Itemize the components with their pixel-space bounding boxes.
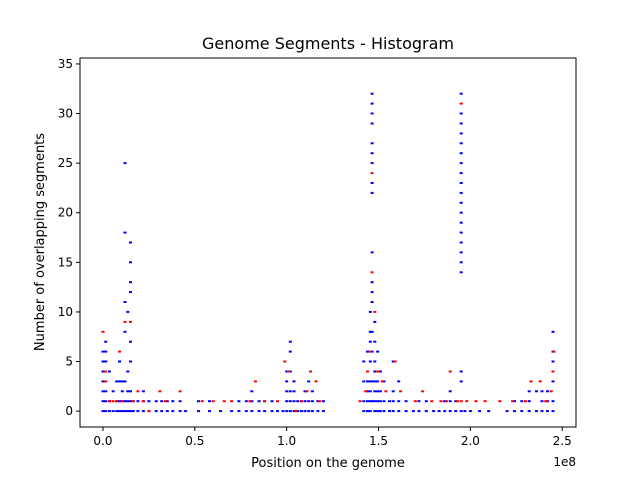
chart-title: Genome Segments - Histogram: [202, 34, 454, 53]
y-axis-label: Number of overlapping segments: [33, 133, 48, 351]
plot-frame: [79, 57, 577, 428]
y-tick-label: 30: [58, 107, 73, 121]
x-tick-label: 1.0: [277, 434, 296, 448]
x-axis-label: Position on the genome: [251, 456, 405, 471]
y-tick-label: 5: [65, 355, 73, 369]
y-tick-label: 25: [58, 156, 73, 170]
x-tick-label: 0.5: [185, 434, 204, 448]
x-tick-label: 2.5: [553, 434, 572, 448]
y-tick-label: 10: [58, 305, 73, 319]
y-tick-label: 35: [58, 57, 73, 71]
x-axis-ticks: 0.0 0.5 1.0 1.5 2.0 2.5: [93, 427, 572, 448]
data-marks: [101, 92, 556, 413]
y-tick-label: 15: [58, 255, 73, 269]
x-axis-offset-label: 1e8: [553, 455, 576, 469]
y-tick-label: 0: [65, 404, 73, 418]
y-tick-label: 20: [58, 206, 73, 220]
x-tick-label: 2.0: [461, 434, 480, 448]
x-tick-label: 1.5: [369, 434, 388, 448]
x-tick-label: 0.0: [93, 434, 112, 448]
y-axis-ticks: 0 5 10 15 20 25 30 35: [58, 57, 80, 418]
